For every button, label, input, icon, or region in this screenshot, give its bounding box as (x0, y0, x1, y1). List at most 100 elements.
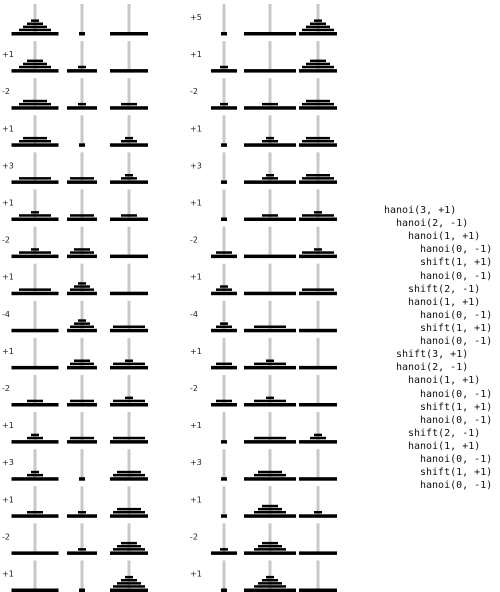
disk-4 (254, 511, 286, 514)
peg (33, 4, 37, 32)
disk-1 (31, 433, 39, 437)
tower-base (11, 588, 59, 592)
peg (222, 375, 226, 403)
disk-3 (258, 470, 282, 474)
disk-3 (306, 136, 330, 140)
peg (80, 449, 84, 478)
peg (222, 337, 226, 366)
disk-4 (302, 177, 334, 180)
peg (268, 300, 272, 329)
move-label: +1 (2, 199, 14, 208)
disk-1 (266, 136, 274, 140)
disk-1 (31, 470, 39, 474)
disk-2 (27, 399, 43, 403)
peg (80, 412, 84, 441)
disk-1 (31, 248, 39, 251)
peg (316, 560, 320, 589)
tower-base (221, 588, 227, 592)
tower-base (221, 32, 227, 36)
tower-base (67, 440, 97, 444)
move-label: +1 (190, 124, 202, 133)
disk-2 (262, 102, 278, 106)
tower-base (299, 180, 337, 184)
disk-4 (113, 473, 145, 477)
disk-4 (302, 65, 334, 69)
disk-4 (302, 140, 334, 143)
disk-4 (113, 585, 145, 588)
peg (268, 41, 272, 70)
peg (316, 300, 320, 329)
peg (127, 486, 131, 515)
disk-4 (302, 28, 334, 32)
peg (33, 189, 37, 218)
tower-base (67, 180, 97, 184)
move-label: -4 (2, 310, 10, 319)
trace-line: shift(1, +1) (420, 322, 493, 334)
move-label: +1 (2, 421, 14, 430)
recursion-trace: hanoi(3, +1) hanoi(2, -1) hanoi(1, +1) hano… (384, 204, 492, 492)
peg (268, 486, 272, 515)
disk-2 (121, 579, 137, 582)
disk-4 (302, 251, 334, 254)
tower-base (244, 403, 296, 407)
tower-base (110, 69, 148, 73)
tower-base (299, 477, 337, 481)
tower-base (110, 328, 148, 333)
trace-line: hanoi(0, -1) (420, 480, 493, 492)
peg (33, 226, 37, 255)
move-label: +1 (190, 273, 202, 282)
disk-4 (113, 399, 145, 403)
tower-base (11, 403, 59, 407)
tower-base (11, 143, 59, 147)
tower-base (67, 328, 97, 333)
tower-base (211, 254, 237, 259)
peg (222, 300, 226, 329)
peg (316, 486, 320, 515)
tower-base (67, 254, 97, 259)
tower-base (11, 477, 59, 481)
peg (33, 375, 37, 403)
tower-base (299, 365, 337, 370)
tower-base (299, 588, 337, 592)
peg (80, 523, 84, 552)
disk-4 (19, 140, 51, 143)
disk-2 (262, 579, 278, 582)
tower-base (244, 588, 296, 592)
tower-base (67, 106, 97, 110)
trace-line: shift(2, -1) (408, 283, 481, 295)
peg (33, 523, 37, 552)
disk-2 (216, 251, 232, 254)
disk-1 (125, 136, 133, 140)
trace-line: hanoi(1, +1) (408, 296, 481, 308)
peg (127, 41, 131, 70)
peg (222, 78, 226, 107)
hanoi-diagram: +1 -2 +1 +3 +1 -2 +1 -4 +1 -2 +1 +3 +1 -2 +1 +5 +1 -2 +1 +3… (2, 4, 337, 592)
disk-2 (121, 102, 137, 106)
peg (316, 4, 320, 32)
disk-4 (19, 214, 51, 217)
tower-base (11, 69, 59, 73)
disk-3 (70, 214, 94, 217)
trace-line: hanoi(0, -1) (420, 336, 493, 348)
peg (222, 41, 226, 70)
tower-base (110, 440, 148, 444)
disk-2 (310, 22, 326, 25)
peg (268, 560, 272, 589)
move-label: +1 (2, 347, 14, 356)
peg (316, 263, 320, 292)
disk-1 (78, 65, 86, 69)
move-label: -2 (190, 532, 198, 541)
disk-3 (70, 399, 94, 403)
peg (33, 263, 37, 292)
peg (316, 523, 320, 552)
peg (268, 226, 272, 255)
peg (33, 412, 37, 441)
tower-base (221, 440, 227, 444)
disk-3 (23, 25, 47, 29)
disk-4 (254, 473, 286, 477)
move-label: -2 (2, 236, 10, 245)
peg (80, 560, 84, 589)
peg (268, 263, 272, 292)
peg (268, 115, 272, 144)
disk-2 (74, 322, 90, 325)
